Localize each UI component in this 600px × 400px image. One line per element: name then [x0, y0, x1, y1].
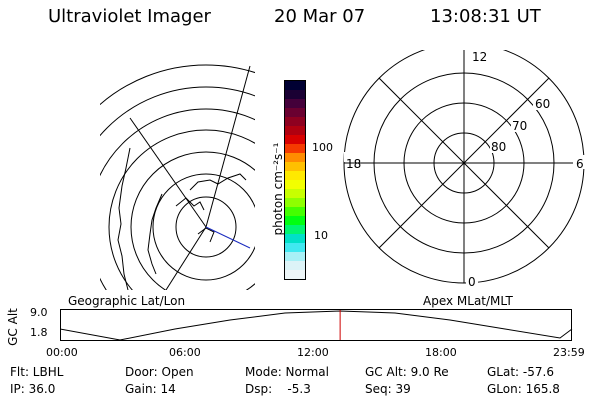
- colorbar-segment: [285, 189, 305, 198]
- mlt-label-18: 18: [346, 157, 361, 171]
- mlt-label-0: 0: [468, 275, 476, 289]
- mlat-label-70: 70: [512, 119, 527, 133]
- colorbar-segment: [285, 252, 305, 261]
- time-label: 13:08:31 UT: [430, 6, 541, 27]
- colorbar-segment: [285, 108, 305, 117]
- colorbar-unit-label: photon cm⁻²s⁻¹: [271, 142, 285, 236]
- timeline-xtick-1200: 12:00: [297, 346, 329, 359]
- apex-mlat-mlt-plot: 12 0 18 6 60 70 80: [343, 50, 585, 289]
- ip-info: IP: 36.0: [10, 382, 56, 396]
- colorbar-segment: [285, 90, 305, 99]
- mlat-label-80: 80: [491, 140, 506, 154]
- colorbar: [284, 80, 306, 280]
- colorbar-segment: [285, 180, 305, 189]
- timeline-xtick-2359: 23:59: [553, 346, 585, 359]
- colorbar-segment: [285, 126, 305, 135]
- timeline-ytick-high: 9.0: [30, 306, 48, 319]
- gc-alt-info: GC Alt: 9.0 Re: [365, 365, 449, 379]
- dsp-info: Dsp: -5.3: [245, 382, 311, 396]
- glat-info: GLat: -57.6: [487, 365, 554, 379]
- geographic-map: [100, 64, 255, 290]
- mlt-label-12: 12: [472, 50, 487, 64]
- colorbar-segment: [285, 135, 305, 144]
- seq-info: Seq: 39: [365, 382, 411, 396]
- colorbar-segment: [285, 162, 305, 171]
- apex-map-title: Apex MLat/MLT: [423, 294, 513, 308]
- timeline-axis-label: GC Alt: [6, 308, 20, 346]
- date-label: 20 Mar 07: [274, 6, 366, 27]
- timeline-ytick-low: 1.8: [30, 326, 48, 339]
- mlat-label-60: 60: [535, 97, 550, 111]
- colorbar-segment: [285, 171, 305, 180]
- colorbar-segment: [285, 225, 305, 234]
- timeline-xtick-1800: 18:00: [425, 346, 457, 359]
- mlt-label-6: 6: [576, 157, 584, 171]
- geographic-map-title: Geographic Lat/Lon: [68, 294, 186, 308]
- colorbar-segment: [285, 270, 305, 279]
- colorbar-segment: [285, 153, 305, 162]
- colorbar-segment: [285, 81, 305, 90]
- colorbar-segment: [285, 234, 305, 243]
- door-info: Door: Open: [125, 365, 194, 379]
- mode-info: Mode: Normal: [245, 365, 329, 379]
- colorbar-segment: [285, 144, 305, 153]
- colorbar-segment: [285, 207, 305, 216]
- colorbar-tick-10: 10: [314, 229, 328, 242]
- colorbar-segment: [285, 99, 305, 108]
- colorbar-tick-100: 100: [312, 141, 333, 154]
- glon-info: GLon: 165.8: [487, 382, 560, 396]
- colorbar-segment: [285, 216, 305, 225]
- colorbar-segment: [285, 243, 305, 252]
- gain-info: Gain: 14: [125, 382, 176, 396]
- timeline-xtick-0000: 00:00: [46, 346, 78, 359]
- timeline-xtick-0600: 06:00: [169, 346, 201, 359]
- filter-info: Flt: LBHL: [10, 365, 64, 379]
- colorbar-segment: [285, 261, 305, 270]
- altitude-timeline: [60, 309, 573, 341]
- instrument-title: Ultraviolet Imager: [48, 6, 211, 27]
- colorbar-segment: [285, 198, 305, 207]
- colorbar-segment: [285, 117, 305, 126]
